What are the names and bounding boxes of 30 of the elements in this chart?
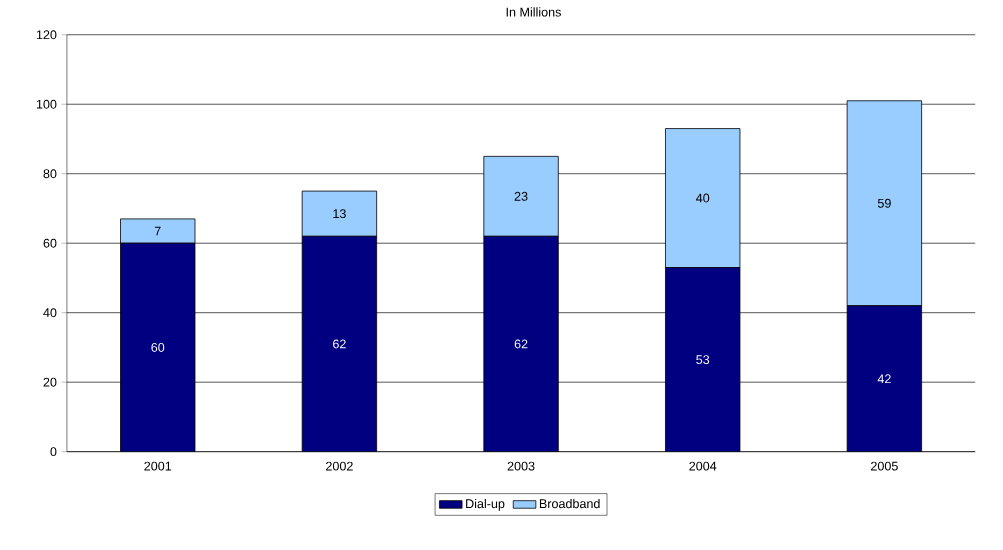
bar xyxy=(846,305,923,452)
bar xyxy=(120,242,196,452)
legend-label: Broadband xyxy=(539,498,600,509)
y-tick-label: 120 xyxy=(36,30,57,40)
data-label: 62 xyxy=(333,339,346,349)
data-label: 62 xyxy=(514,339,528,349)
data-label: 53 xyxy=(696,355,710,365)
x-tick-label: 2002 xyxy=(326,461,353,471)
data-label: 13 xyxy=(333,209,346,219)
y-tick-label: 60 xyxy=(43,238,57,248)
data-label: 42 xyxy=(877,374,891,384)
y-tick-label: 20 xyxy=(43,377,57,387)
legend-label: Dial-up xyxy=(466,498,505,511)
x-tick-label: 2001 xyxy=(144,461,172,471)
x-tick-label: 2004 xyxy=(689,461,717,471)
y-tick-label: 0 xyxy=(50,447,57,457)
y-tick-label: 100 xyxy=(36,99,57,109)
chart-title: In Millions xyxy=(506,7,561,17)
data-label: 7 xyxy=(154,226,161,236)
y-tick-label: 80 xyxy=(43,169,57,179)
x-tick-label: 2005 xyxy=(871,461,898,471)
bar xyxy=(483,235,559,452)
y-tick-label: 40 xyxy=(43,308,57,318)
data-label: 60 xyxy=(151,343,165,352)
bar xyxy=(301,235,378,452)
data-label: 59 xyxy=(877,198,891,208)
x-tick-label: 2003 xyxy=(507,461,535,471)
data-label: 23 xyxy=(514,191,528,201)
bar xyxy=(665,267,741,452)
data-label: 40 xyxy=(696,193,710,203)
